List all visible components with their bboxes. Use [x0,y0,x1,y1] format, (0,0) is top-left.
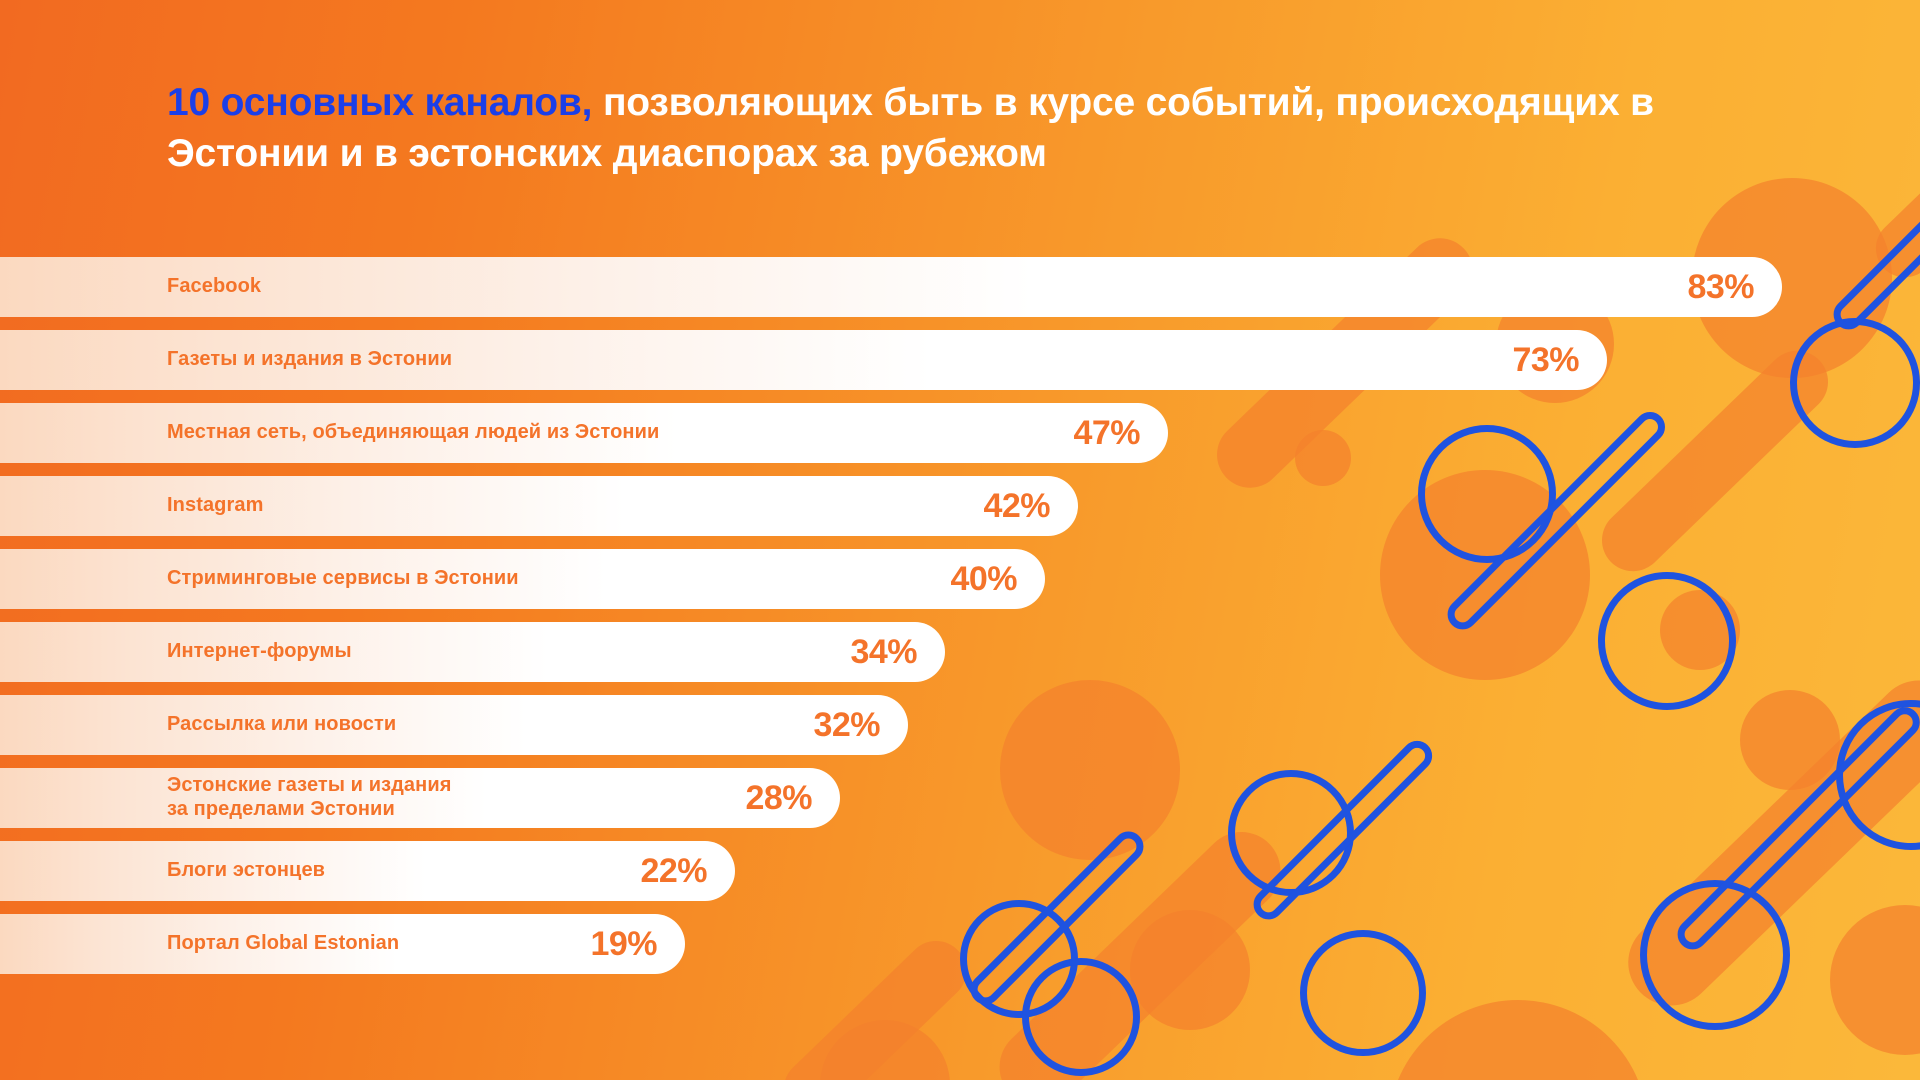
chart-bar-value: 83% [1687,267,1754,306]
chart-row: Instagram 42% [0,476,1920,536]
chart-bar: Рассылка или новости 32% [0,695,908,755]
chart-bar-label: Рассылка или новости [167,713,397,736]
chart-bar: Блоги эстонцев 22% [0,841,735,901]
chart-row: Эстонские газеты и издания за пределами … [0,768,1920,828]
chart-row: Газеты и издания в Эстонии 73% [0,330,1920,390]
chart-bar-label: Facebook [167,275,262,298]
chart-row: Facebook 83% [0,257,1920,317]
chart-bar-label: Стриминговые сервисы в Эстонии [167,567,519,590]
chart-bar: Стриминговые сервисы в Эстонии 40% [0,549,1045,609]
chart-row: Блоги эстонцев 22% [0,841,1920,901]
chart-bar-value: 28% [745,778,812,817]
chart-row: Рассылка или новости 32% [0,695,1920,755]
chart-bar-label: Портал Global Estonian [167,932,400,955]
chart-bar: Местная сеть, объединяющая людей из Эсто… [0,403,1168,463]
chart-row: Интернет-форумы 34% [0,622,1920,682]
chart-bar: Газеты и издания в Эстонии 73% [0,330,1607,390]
chart-bar-value: 19% [590,924,657,963]
page-title-highlight: 10 основных каналов, [167,81,593,124]
decor-circle [1388,1000,1648,1080]
chart-bar: Интернет-форумы 34% [0,622,945,682]
chart-bar: Портал Global Estonian 19% [0,914,685,974]
chart-bar-label: Газеты и издания в Эстонии [167,348,453,371]
page-title-rest: позволяющих быть в курсе событий, происх… [167,81,1654,175]
chart-row: Стриминговые сервисы в Эстонии 40% [0,549,1920,609]
chart-bar-label: Местная сеть, объединяющая людей из Эсто… [167,421,660,444]
chart-bar-value: 47% [1073,413,1140,452]
bar-chart: Facebook 83% Газеты и издания в Эстонии 73%… [0,257,1920,987]
chart-bar-label: Instagram [167,494,264,517]
chart-bar: Instagram 42% [0,476,1078,536]
chart-row: Портал Global Estonian 19% [0,914,1920,974]
chart-row: Местная сеть, объединяющая людей из Эсто… [0,403,1920,463]
chart-bar: Facebook 83% [0,257,1782,317]
chart-bar-label: Блоги эстонцев [167,859,326,882]
chart-bar-value: 42% [983,486,1050,525]
decor-circle [820,1020,950,1080]
page-title: 10 основных каналов, позволяющих быть в … [167,78,1817,179]
chart-bar: Эстонские газеты и издания за пределами … [0,768,840,828]
chart-bar-value: 32% [813,705,880,744]
chart-bar-value: 34% [850,632,917,671]
chart-bar-value: 40% [950,559,1017,598]
chart-bar-label: Эстонские газеты и издания за пределами … [167,774,452,820]
chart-bar-value: 73% [1512,340,1579,379]
chart-bar-label: Интернет-форумы [167,640,352,663]
chart-bar-value: 22% [640,851,707,890]
